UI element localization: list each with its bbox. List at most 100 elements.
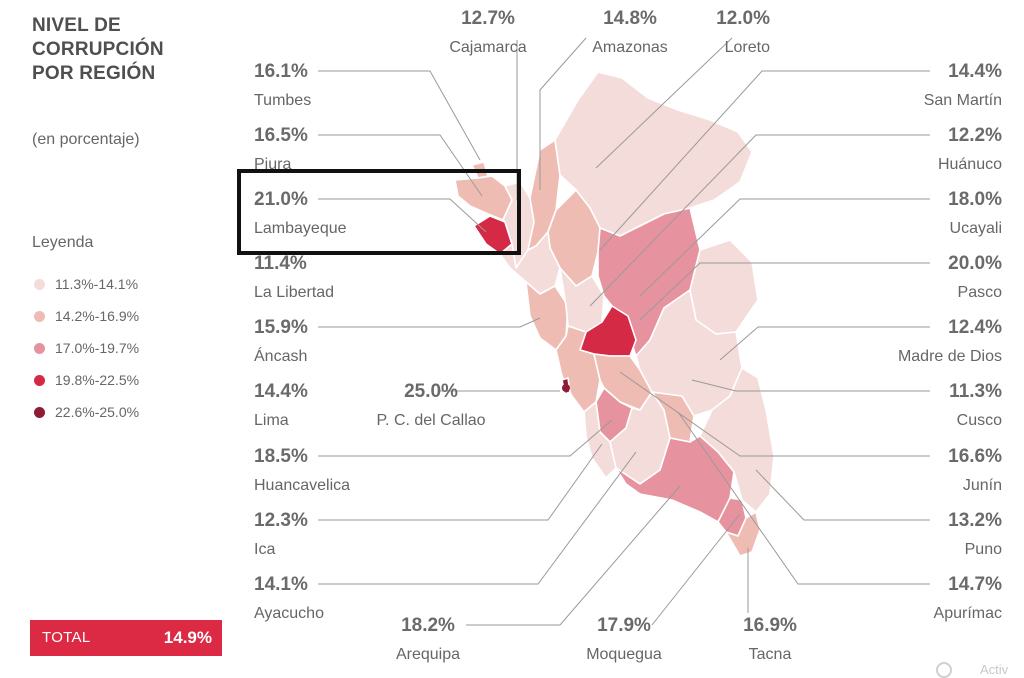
value-label-ayacucho: 14.1% [254, 574, 308, 595]
value-label-pasco: 20.0% [948, 253, 1002, 274]
region-name-la-libertad: La Libertad [254, 284, 334, 301]
legend-label: 14.2%-16.9% [55, 308, 140, 324]
legend-swatch [34, 343, 45, 354]
legend-label: 17.0%-19.7% [55, 340, 140, 356]
leader-line-ica [318, 443, 603, 521]
title-line-1: NIVEL DE [32, 15, 121, 36]
region-name-ancash: Áncash [254, 346, 307, 365]
value-label-san-martin: 14.4% [948, 61, 1002, 82]
value-label-apurimac: 14.7% [948, 574, 1002, 595]
value-label-junin: 16.6% [948, 446, 1002, 467]
region-ancash [525, 281, 569, 351]
value-label-madre-de-dios: 12.4% [948, 317, 1002, 338]
region-name-tacna: Tacna [749, 646, 792, 663]
region-name-apurimac: Apurímac [934, 605, 1002, 622]
value-label-moquegua: 17.9% [597, 615, 651, 636]
leader-line-pasco [639, 262, 930, 321]
leader-line-lambayeque [318, 198, 487, 233]
leader-line-piura [318, 134, 483, 197]
region-name-moquegua: Moquegua [586, 646, 662, 663]
region-name-p-c-del-callao: P. C. del Callao [376, 412, 485, 429]
legend-swatch [34, 279, 45, 290]
value-label-cajamarca: 12.7% [461, 8, 515, 29]
region-marker-callao [562, 384, 570, 392]
value-label-amazonas: 14.8% [603, 8, 657, 29]
value-label-tacna: 16.9% [743, 615, 797, 636]
legend-swatch [34, 407, 45, 418]
leader-line-ucayali [639, 198, 930, 297]
leader-line-moquegua [651, 513, 741, 626]
leader-line-amazonas [539, 37, 587, 190]
value-label-la-libertad: 11.4% [254, 253, 307, 274]
legend-title: Leyenda [32, 234, 94, 251]
region-name-arequipa: Arequipa [396, 646, 460, 663]
value-label-loreto: 12.0% [716, 8, 770, 29]
activation-watermark: Activ [980, 662, 1009, 677]
region-arequipa [615, 435, 735, 523]
value-label-tumbes: 16.1% [254, 61, 308, 82]
region-name-pasco: Pasco [958, 284, 1003, 301]
leader-line-arequipa [466, 485, 681, 626]
region-name-junin: Junín [963, 477, 1002, 494]
region-name-piura: Piura [254, 156, 291, 173]
leader-line-apurimac [677, 411, 930, 585]
title-line-2: CORRUPCIÓN [32, 39, 164, 60]
leader-line-cusco [691, 379, 930, 392]
legend-item: 22.6%-25.0% [34, 403, 139, 421]
legend-label: 19.8%-22.5% [55, 372, 140, 388]
region-name-lima: Lima [254, 412, 289, 429]
region-name-tumbes: Tumbes [254, 92, 311, 109]
region-name-san-martin: San Martín [924, 92, 1002, 109]
value-label-huanuco: 12.2% [948, 125, 1002, 146]
legend-label: 11.3%-14.1% [55, 276, 139, 292]
leader-line-ayacucho [318, 451, 637, 585]
legend-item: 17.0%-19.7% [34, 339, 139, 357]
value-label-p-c-del-callao: 25.0% [404, 381, 458, 402]
value-label-piura: 16.5% [254, 125, 308, 146]
leader-line-huanuco [589, 134, 930, 307]
legend-swatch [34, 311, 45, 322]
total-badge: TOTAL 14.9% [30, 620, 222, 656]
region-tacna [725, 511, 761, 557]
leader-line-junin [619, 371, 930, 457]
leader-line-san-martin [599, 70, 930, 251]
region-name-puno: Puno [965, 541, 1002, 558]
region-name-lambayeque: Lambayeque [254, 220, 347, 237]
leader-line-loreto [595, 37, 733, 169]
value-label-cusco: 11.3% [949, 381, 1002, 402]
total-value: 14.9% [163, 628, 212, 647]
value-label-puno: 13.2% [948, 510, 1002, 531]
legend-item: 19.8%-22.5% [34, 371, 139, 389]
legend-item: 11.3%-14.1% [34, 275, 138, 293]
leader-line-ancash [318, 317, 541, 328]
leader-line-madre-de-dios [719, 326, 930, 361]
subtitle: (en porcentaje) [32, 131, 140, 148]
region-name-cajamarca: Cajamarca [449, 39, 526, 56]
region-name-ayacucho: Ayacucho [254, 605, 324, 622]
title-line-3: POR REGIÓN [32, 63, 156, 84]
total-label: TOTAL [42, 629, 91, 646]
region-name-cusco: Cusco [957, 412, 1002, 429]
region-name-madre-de-dios: Madre de Dios [898, 348, 1002, 365]
region-madre-de-dios [689, 239, 759, 335]
chart-title: NIVEL DE CORRUPCIÓN POR REGIÓN [32, 14, 222, 86]
value-label-ica: 12.3% [254, 510, 308, 531]
value-label-arequipa: 18.2% [401, 615, 455, 636]
value-label-ucayali: 18.0% [948, 189, 1002, 210]
region-name-ucayali: Ucayali [950, 220, 1002, 237]
region-name-huanuco: Huánuco [938, 156, 1002, 173]
legend-label: 22.6%-25.0% [55, 404, 140, 420]
value-label-huancavelica: 18.5% [254, 446, 308, 467]
value-label-lima: 14.4% [254, 381, 308, 402]
leader-line-tumbes [318, 70, 481, 161]
legend-item: 14.2%-16.9% [34, 307, 139, 325]
leader-line-puno [755, 469, 930, 521]
highlight-box-lambayeque [237, 169, 521, 255]
leader-line-huancavelica [318, 419, 613, 457]
region-name-amazonas: Amazonas [592, 39, 668, 56]
value-label-ancash: 15.9% [254, 317, 308, 338]
region-name-ica: Ica [254, 541, 275, 558]
value-label-lambayeque: 21.0% [254, 189, 308, 210]
region-name-huancavelica: Huancavelica [254, 477, 350, 494]
